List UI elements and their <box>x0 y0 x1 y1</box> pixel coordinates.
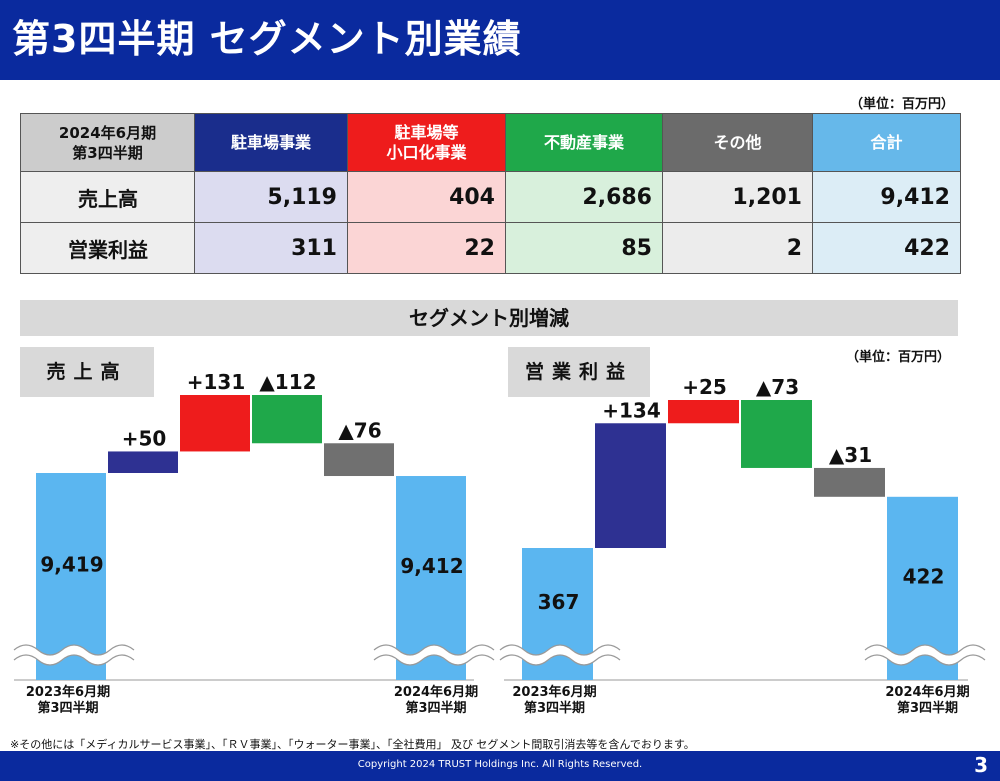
column-header-label: 駐車場事業 <box>230 132 311 152</box>
column-header-parking: 駐車場事業 <box>194 113 348 172</box>
step-bar <box>741 400 812 468</box>
end-category-label-line-2: 第3四半期 <box>897 700 958 716</box>
column-header-real-estate: 不動産事業 <box>505 113 663 172</box>
row-label-operating-profit: 営業利益 <box>20 222 195 274</box>
step-value-label: ▲76 <box>338 418 381 442</box>
title-bar: 第3四半期 セグメント別業績 <box>0 0 1000 80</box>
step-value-label: ▲73 <box>756 375 799 399</box>
table-cell: 2 <box>662 222 813 274</box>
start-category-label-line-1: 2023年6月期 <box>512 684 596 700</box>
step-bar <box>252 395 322 444</box>
column-header-label: その他 <box>713 132 762 152</box>
table-cell: 5,119 <box>194 171 348 223</box>
table-cell: 9,412 <box>812 171 961 223</box>
axis-break-mask <box>862 645 988 665</box>
end-category-label-line-2: 第3四半期 <box>405 700 466 716</box>
step-bar <box>595 423 666 548</box>
column-header-total: 合計 <box>812 113 961 172</box>
table-corner-header: 2024年6月期 第3四半期 <box>20 113 195 172</box>
table-cell: 1,201 <box>662 171 813 223</box>
sales-chart-label: 売上高 <box>20 347 154 397</box>
start-category-label-line-2: 第3四半期 <box>37 700 98 716</box>
column-header-other: その他 <box>662 113 813 172</box>
section-title-band: セグメント別増減 <box>20 300 958 336</box>
corner-line-1: 2024年6月期 <box>58 123 157 142</box>
start-category-label-line-1: 2023年6月期 <box>26 684 110 700</box>
row-label-sales: 売上高 <box>20 171 195 223</box>
step-bar <box>324 443 394 477</box>
axis-break-line <box>373 644 495 656</box>
axis-break-mask <box>497 645 623 665</box>
page-title: 第3四半期 セグメント別業績 <box>12 17 522 61</box>
footnote: ※その他には「メディカルサービス事業」、「ＲＶ事業」、「ウォーター事業」、「全社… <box>10 738 695 751</box>
axis-break-line <box>13 644 135 656</box>
step-bar <box>668 400 739 424</box>
axis-break-mask <box>11 645 137 665</box>
unit-label-table: （単位：百万円） <box>850 97 955 112</box>
corner-line-2: 第3四半期 <box>72 143 143 162</box>
step-value-label: ▲112 <box>259 370 316 394</box>
step-value-label: +25 <box>682 375 727 399</box>
copyright: Copyright 2024 TRUST Holdings Inc. All R… <box>357 759 643 770</box>
start-value-label: 367 <box>538 590 580 614</box>
end-category-label-line-1: 2024年6月期 <box>394 684 478 700</box>
table-cell: 422 <box>812 222 961 274</box>
segment-table: 2024年6月期 第3四半期 駐車場事業 駐車場等 小口化事業 不動産事業 その他… <box>20 113 961 274</box>
step-value-label: +134 <box>602 398 661 422</box>
footer-bar: Copyright 2024 TRUST Holdings Inc. All R… <box>0 751 1000 781</box>
column-header-fractional: 駐車場等 小口化事業 <box>347 113 506 172</box>
axis-break-line <box>499 644 621 656</box>
table-cell: 22 <box>347 222 506 274</box>
axis-break-line <box>373 654 495 666</box>
table-cell: 311 <box>194 222 348 274</box>
column-header-label: 合計 <box>870 132 903 152</box>
end-category-label-line-1: 2024年6月期 <box>885 684 969 700</box>
end-value-label: 422 <box>903 564 945 588</box>
step-bar <box>180 395 250 452</box>
column-header-label: 駐車場等 <box>394 122 459 142</box>
step-bar <box>814 467 885 497</box>
start-category-label-line-2: 第3四半期 <box>524 700 585 716</box>
unit-label-chart: （単位：百万円） <box>846 350 951 365</box>
start-value-label: 9,419 <box>40 553 103 577</box>
axis-break-line <box>864 654 986 666</box>
column-header-label: 不動産事業 <box>543 132 624 152</box>
step-bar <box>108 451 178 473</box>
step-value-label: +131 <box>187 370 246 394</box>
table-cell: 2,686 <box>505 171 663 223</box>
table-row: 営業利益 311 22 85 2 422 <box>20 222 961 274</box>
step-value-label: +50 <box>122 426 167 450</box>
waterfall-charts: 9,419+50+131 ▲112▲769,4122023年6月期第3四半期202… <box>11 370 988 716</box>
table-row: 売上高 5,119 404 2,686 1,201 9,412 <box>20 171 961 223</box>
axis-break-line <box>13 654 135 666</box>
column-header-label: 小口化事業 <box>386 142 467 162</box>
table-cell: 404 <box>347 171 506 223</box>
operating-profit-waterfall: 367+134+25 ▲73▲314222023年6月期第3四半期2024年6月期… <box>497 375 988 716</box>
axis-break-line <box>864 644 986 656</box>
end-value-label: 9,412 <box>400 554 463 578</box>
axis-break-line <box>499 654 621 666</box>
operating-profit-chart-label: 営業利益 <box>508 347 650 397</box>
table-header-row: 2024年6月期 第3四半期 駐車場事業 駐車場等 小口化事業 不動産事業 その他… <box>20 113 961 172</box>
axis-break-mask <box>371 645 497 665</box>
sales-waterfall: 9,419+50+131 ▲112▲769,4122023年6月期第3四半期202… <box>11 370 497 716</box>
step-value-label: ▲31 <box>829 443 872 467</box>
page-number: 3 <box>974 753 988 777</box>
table-cell: 85 <box>505 222 663 274</box>
